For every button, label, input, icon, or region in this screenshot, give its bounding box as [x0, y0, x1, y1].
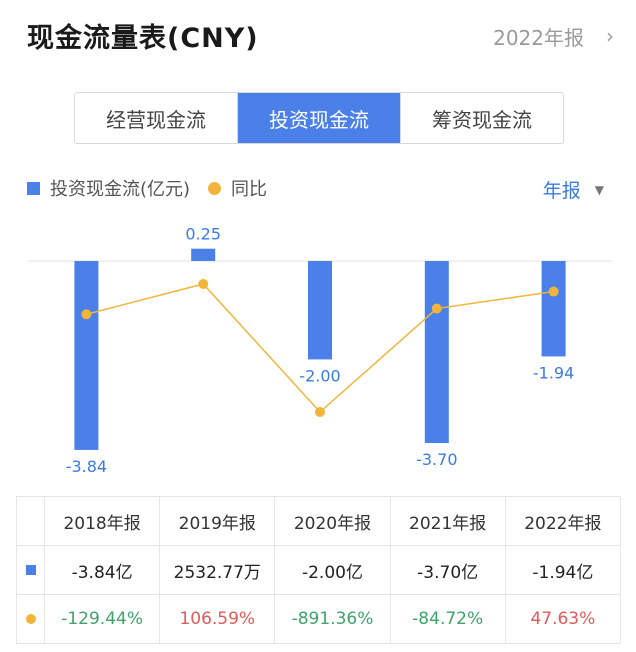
report-type-dropdown[interactable]: 年报 ▼ — [543, 176, 604, 203]
table-cell: -3.70亿 — [389, 545, 506, 595]
bar-value-label: 0.25 — [185, 225, 221, 244]
cashflow-tabs: 经营现金流 投资现金流 筹资现金流 — [74, 92, 564, 144]
yoy-point — [198, 279, 209, 289]
chevron-right-icon[interactable]: › — [606, 24, 614, 48]
table-cell: -2.00亿 — [274, 545, 391, 595]
legend-line-label: 同比 — [231, 179, 268, 200]
page-title: 现金流量表(CNY) — [27, 23, 259, 54]
bar — [424, 261, 449, 444]
tab-financing-cashflow[interactable]: 筹资现金流 — [400, 93, 563, 143]
yoy-point — [548, 286, 559, 297]
yoy-point — [315, 407, 325, 417]
bar-series-marker — [25, 565, 36, 575]
report-type-label: 年报 — [542, 180, 581, 202]
table-header-cell: 2020年报 — [274, 496, 391, 546]
table-header-cell: 2018年报 — [43, 496, 161, 546]
dropdown-arrow-icon: ▼ — [594, 182, 604, 197]
table-cell: -891.36% — [274, 594, 391, 644]
period-selector[interactable]: 2022年报 — [493, 26, 584, 50]
legend-line-swatch — [208, 181, 222, 195]
bar-value-label: -1.94 — [533, 363, 574, 382]
table-cell: -84.72% — [389, 594, 506, 644]
table-row-yoy: -129.44% 106.59% -891.36% -84.72% 47.63% — [16, 594, 622, 644]
bar-value-label: -3.70 — [416, 450, 457, 469]
legend-bar-swatch — [27, 181, 40, 195]
tab-operating-cashflow[interactable]: 经营现金流 — [106, 107, 206, 132]
table-header-cell: 2022年报 — [504, 496, 622, 546]
header: 现金流量表(CNY) 2022年报 › — [0, 0, 636, 76]
table-cell: 2532.77万 — [159, 545, 276, 595]
bar — [541, 261, 566, 357]
chart-legend: 投资现金流(亿元) 同比 — [27, 176, 267, 200]
legend-bar-label: 投资现金流(亿元) — [50, 179, 191, 200]
table-header-cell: 2021年报 — [389, 496, 506, 546]
bar-value-label: -2.00 — [299, 366, 340, 385]
bar — [191, 248, 216, 261]
table-cell: -129.44% — [43, 594, 161, 644]
bar — [308, 261, 332, 360]
table-row-cashflow: -3.84亿 2532.77万 -2.00亿 -3.70亿 -1.94亿 — [16, 545, 622, 595]
yoy-point — [81, 309, 92, 320]
table-cell: 106.59% — [159, 594, 276, 644]
table-cell: -3.84亿 — [43, 545, 161, 595]
table-header-row: 2018年报 2019年报 2020年报 2021年报 2022年报 — [16, 496, 622, 546]
bar — [74, 261, 99, 450]
data-table: 2018年报 2019年报 2020年报 2021年报 2022年报 -3.84… — [16, 496, 622, 644]
bar-value-label: -3.84 — [66, 457, 107, 476]
investing-cashflow-chart: -3.84 0.25 -2.00 -3.70 -1.94 — [28, 225, 612, 476]
tab-investing-cashflow[interactable]: 投资现金流 — [237, 93, 400, 143]
line-series-marker — [25, 614, 36, 624]
table-header-cell: 2019年报 — [159, 496, 276, 546]
yoy-point — [431, 303, 442, 314]
table-cell: 47.63% — [504, 594, 622, 644]
table-cell: -1.94亿 — [504, 545, 622, 595]
